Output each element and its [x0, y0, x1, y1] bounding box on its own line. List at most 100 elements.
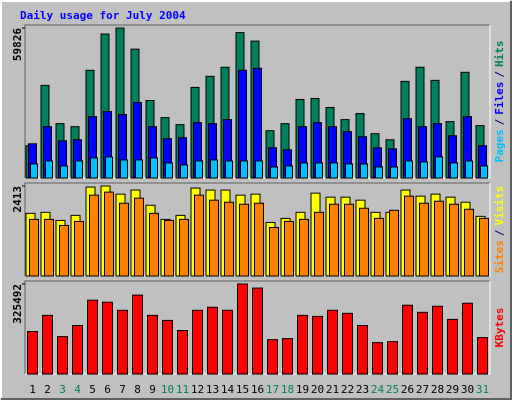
bar	[252, 287, 263, 375]
bar	[267, 339, 278, 375]
bar	[210, 159, 218, 179]
bar	[300, 162, 308, 179]
y-tick-label: 59826	[11, 28, 24, 61]
bar	[222, 309, 233, 375]
bar	[390, 166, 398, 179]
bar	[27, 331, 38, 375]
x-tick-label: 17	[266, 383, 279, 396]
bar	[132, 294, 143, 375]
bar	[87, 299, 98, 375]
plot-bevel-dark	[24, 182, 490, 276]
x-tick-label: 9	[149, 383, 156, 396]
bar	[192, 309, 203, 375]
x-tick-label: 18	[281, 383, 294, 396]
x-tick-label: 23	[356, 383, 369, 396]
bar	[30, 163, 38, 179]
x-tick-label: 11	[176, 383, 189, 396]
bar	[72, 324, 83, 375]
x-tick-label: 3	[59, 383, 66, 396]
bar	[90, 157, 98, 179]
bar	[254, 202, 264, 277]
bar	[134, 197, 144, 277]
x-tick-label: 7	[119, 383, 126, 396]
x-tick-label: 6	[104, 383, 111, 396]
bar	[120, 159, 128, 179]
legend-separator: /	[493, 229, 506, 236]
bar	[89, 194, 99, 277]
bar	[465, 160, 473, 179]
bar	[419, 202, 429, 277]
legend-entry: Visits	[493, 186, 506, 226]
bar	[74, 220, 84, 277]
bar	[374, 217, 384, 277]
legend-entry: Files	[493, 82, 506, 115]
x-tick-label: 27	[416, 383, 429, 396]
x-tick-label: 28	[431, 383, 444, 396]
bar	[285, 165, 293, 179]
bar	[389, 209, 399, 277]
bar	[177, 330, 188, 375]
bar	[477, 337, 488, 375]
bar	[224, 201, 234, 277]
bar	[479, 217, 489, 277]
legend-separator: /	[493, 71, 506, 78]
x-tick-label: 29	[446, 383, 459, 396]
x-tick-label: 19	[296, 383, 309, 396]
x-tick-label: 10	[161, 383, 174, 396]
legend-entry: Hits	[493, 41, 506, 68]
x-tick-label: 4	[74, 383, 81, 396]
bar	[434, 200, 444, 277]
y-tick-label: 2413	[11, 186, 24, 213]
x-tick-label: 16	[251, 383, 264, 396]
bar	[375, 166, 383, 179]
bar	[102, 301, 113, 375]
bar	[150, 157, 158, 179]
bar	[284, 220, 294, 277]
bar	[420, 161, 428, 179]
bar	[194, 194, 204, 277]
bar	[402, 304, 413, 375]
x-tick-label: 25	[386, 383, 399, 396]
x-tick-label: 5	[89, 383, 96, 396]
bar	[237, 283, 248, 375]
bar	[225, 160, 233, 179]
x-tick-label: 26	[401, 383, 414, 396]
x-tick-label: 12	[191, 383, 204, 396]
chart-title: Daily usage for July 2004	[20, 9, 186, 22]
bar	[404, 195, 414, 277]
legend: Pages / Files / Hits	[493, 41, 506, 163]
bar	[327, 309, 338, 375]
bar	[45, 160, 53, 179]
bar	[299, 218, 309, 277]
bar	[432, 305, 443, 375]
bar	[344, 203, 354, 277]
x-tick-label: 22	[341, 383, 354, 396]
bar	[162, 319, 173, 375]
bar	[297, 314, 308, 375]
bar	[360, 163, 368, 179]
x-tick-label: 13	[206, 383, 219, 396]
bar	[312, 315, 323, 375]
plot-bevel-dark	[24, 280, 490, 374]
bar	[207, 306, 218, 375]
bar	[450, 162, 458, 179]
bar	[480, 165, 488, 179]
bar	[314, 211, 324, 277]
bar	[447, 318, 458, 375]
bar	[462, 302, 473, 375]
bar	[330, 162, 338, 179]
x-tick-label: 2	[44, 383, 51, 396]
bar	[75, 160, 83, 179]
bar	[42, 314, 53, 375]
bar	[329, 203, 339, 277]
bar	[147, 314, 158, 375]
bar	[60, 165, 68, 179]
x-tick-label: 31	[476, 383, 489, 396]
x-tick-label: 24	[371, 383, 385, 396]
bar	[345, 163, 353, 179]
bar	[269, 226, 279, 277]
bar	[44, 218, 54, 277]
bar	[449, 203, 459, 277]
